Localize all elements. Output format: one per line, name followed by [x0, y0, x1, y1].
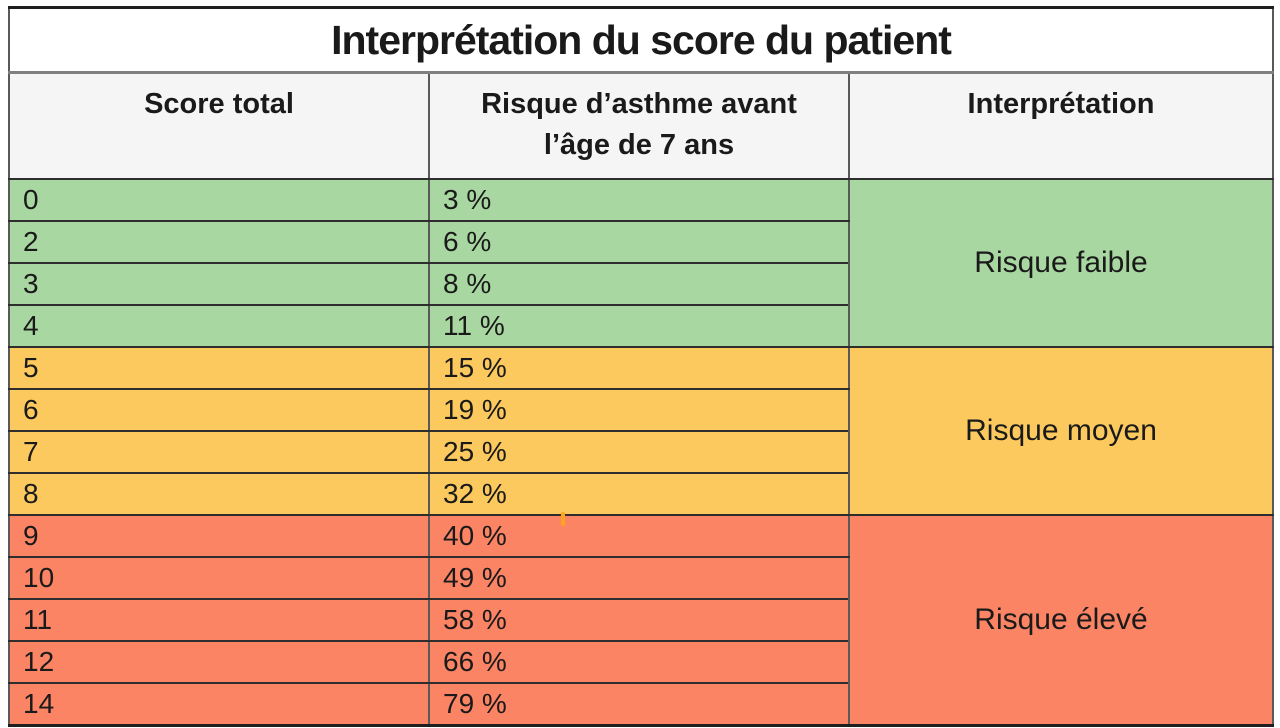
table-row: 4 11 % [8, 304, 1273, 348]
header-row: Score total Risque d’asthme avant l’âge … [8, 71, 1275, 180]
score-cell: 14 [8, 682, 430, 726]
risk-cell: 79 % [428, 682, 850, 726]
table-row: 3 8 % [8, 262, 1273, 306]
score-cell: 12 [8, 640, 430, 684]
table-row: 12 66 % [8, 640, 1273, 684]
score-cell: 0 [8, 178, 430, 222]
table-row: 10 49 % [8, 556, 1273, 600]
risk-cell: 25 % [428, 430, 850, 474]
risk-cell: 6 % [428, 220, 850, 264]
table-row: 8 32 % [8, 472, 1273, 516]
risk-cell: 3 % [428, 178, 850, 222]
interpretation-cell-medium: Risque moyen [847, 346, 1275, 516]
score-cell: 11 [8, 598, 430, 642]
risk-cell: 19 % [428, 388, 850, 432]
score-cell: 2 [8, 220, 430, 264]
interpretation-cell-low: Risque faible [847, 178, 1275, 348]
stray-orange-mark [561, 512, 565, 526]
score-cell: 8 [8, 472, 430, 516]
table-row: 9 40 % Risque élevé [8, 514, 1275, 726]
column-header-interpretation: Interprétation [847, 71, 1275, 180]
score-cell: 3 [8, 262, 430, 306]
score-cell: 7 [8, 430, 430, 474]
risk-cell: 11 % [428, 304, 850, 348]
score-interpretation-table: Interprétation du score du patient Score… [7, 6, 1275, 727]
risk-cell: 8 % [428, 262, 850, 306]
score-cell: 4 [8, 304, 430, 348]
table-row: 6 19 % [8, 388, 1273, 432]
risk-cell: 66 % [428, 640, 850, 684]
score-cell: 10 [8, 556, 430, 600]
risk-cell: 49 % [428, 556, 850, 600]
score-cell: 9 [8, 514, 430, 558]
table-row: 5 15 % Risque moyen [8, 346, 1275, 516]
column-header-score-total: Score total [8, 71, 430, 180]
score-cell: 6 [8, 388, 430, 432]
table-row: 0 3 % Risque faible [8, 178, 1275, 348]
page-title: Interprétation du score du patient [7, 6, 1275, 74]
table-row: 14 79 % [8, 682, 1273, 726]
risk-cell: 58 % [428, 598, 850, 642]
risk-cell: 40 % [428, 514, 850, 558]
title-row: Interprétation du score du patient [7, 6, 1275, 74]
table-row: 7 25 % [8, 430, 1273, 474]
table-row: 11 58 % [8, 598, 1273, 642]
column-header-risk: Risque d’asthme avant l’âge de 7 ans [428, 71, 850, 180]
table-row: 2 6 % [8, 220, 1273, 264]
risk-cell: 32 % [428, 472, 850, 516]
risk-cell: 15 % [428, 346, 850, 390]
interpretation-cell-high: Risque élevé [847, 514, 1275, 726]
score-cell: 5 [8, 346, 430, 390]
